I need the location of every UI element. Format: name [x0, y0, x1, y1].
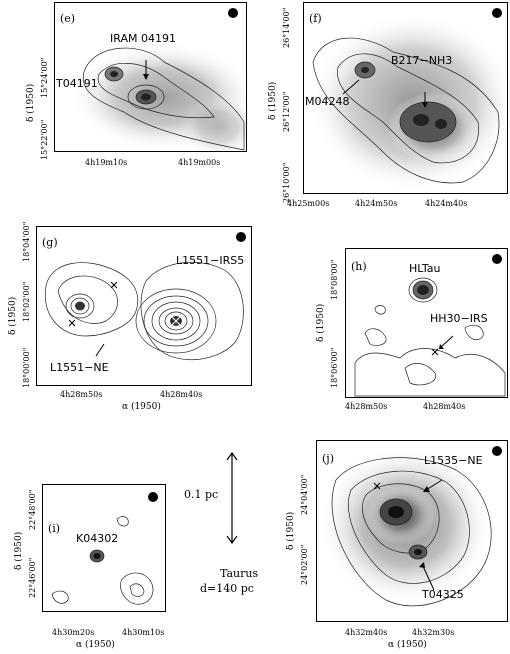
- xlabel-g: α (1950): [122, 402, 161, 412]
- ytick-f-3: 26°10'00": [282, 162, 291, 203]
- ytick-f-2: 26°12'00": [282, 91, 291, 132]
- panel-label-i: (i): [48, 522, 61, 535]
- contour-map-g: [36, 226, 252, 386]
- panel-i: (i) K04302: [42, 484, 166, 612]
- xtick-f-3: 4h24m40s: [425, 199, 468, 208]
- beam-icon-f: [492, 8, 502, 18]
- region-label: Taurus: [220, 567, 259, 580]
- panel-j: (j) L1535−NE T04325: [316, 440, 508, 622]
- source-label-l1551irs5: L1551−IRS5: [176, 254, 245, 267]
- panel-label-g: (g): [42, 236, 58, 249]
- distance-label: d=140 pc: [200, 582, 254, 595]
- ylabel-j: δ (1950): [286, 511, 296, 550]
- panel-label-f: (f): [309, 12, 322, 25]
- frame-j: [316, 440, 508, 622]
- xlabel-i: α (1950): [76, 640, 115, 650]
- source-label-hltau: HLTau: [409, 262, 441, 275]
- ytick-h-2: 18°06'00": [330, 347, 339, 388]
- beam-icon-i: [148, 492, 158, 502]
- source-label-m04248: M04248: [305, 95, 350, 108]
- xtick-f-1: 4h25m00s: [287, 199, 330, 208]
- contour-map-f: [303, 2, 508, 194]
- frame-h: [345, 248, 508, 398]
- ytick-j-1: 24°04'00": [300, 474, 309, 515]
- panel-label-j: (j): [322, 452, 334, 465]
- ytick-g-2: 18°02'00": [22, 281, 31, 322]
- panel-e: (e) IRAM 04191 T04191: [54, 2, 247, 152]
- panel-h: (h) HLTau HH30−IRS: [345, 248, 508, 398]
- xtick-i-2: 4h30m10s: [122, 628, 165, 637]
- beam-icon-h: [492, 254, 502, 264]
- ytick-e-2: 15°22'00": [40, 119, 49, 160]
- xtick-h-2: 4h28m40s: [423, 402, 466, 411]
- xtick-i-1: 4h30m20s: [52, 628, 95, 637]
- frame-i: [42, 484, 166, 612]
- ytick-i-1: 22°48'00": [28, 489, 37, 530]
- contour-map-h: [345, 248, 508, 398]
- xtick-g-2: 4h28m40s: [160, 390, 203, 399]
- xtick-j-1: 4h32m40s: [345, 628, 388, 637]
- ytick-e-1: 15°24'00": [40, 57, 49, 98]
- ylabel-i: δ (1950): [14, 531, 24, 570]
- panel-f: (f) B217−NH3 M04248: [303, 2, 508, 194]
- frame-e: [54, 2, 247, 152]
- xtick-e-1: 4h19m10s: [85, 158, 128, 167]
- source-label-b217nh3: B217−NH3: [391, 54, 453, 67]
- ytick-j-2: 24°02'00": [300, 544, 309, 585]
- xtick-f-2: 4h24m50s: [355, 199, 398, 208]
- ytick-f-1: 26°14'00": [282, 7, 291, 48]
- xtick-j-2: 4h32m30s: [412, 628, 455, 637]
- source-label-k04302: K04302: [76, 532, 119, 545]
- ytick-g-1: 18°04'00": [22, 221, 31, 262]
- ylabel-g: δ (1950): [8, 296, 18, 335]
- contour-map-i: [42, 484, 166, 612]
- source-label-hh30irs: HH30−IRS: [430, 312, 488, 325]
- panel-label-h: (h): [351, 260, 367, 273]
- source-label-t04325: T04325: [422, 588, 464, 601]
- source-label-iram04191: IRAM 04191: [110, 32, 176, 45]
- ylabel-h: δ (1950): [316, 303, 326, 342]
- beam-icon-e: [228, 8, 238, 18]
- ytick-i-2: 22°46'00": [28, 557, 37, 598]
- source-label-t04191: T04191: [56, 77, 98, 90]
- panel-g: (g) L1551−IRS5 L1551−NE: [36, 226, 252, 386]
- source-label-l1535ne: L1535−NE: [424, 454, 483, 467]
- ylabel-f: δ (1950): [268, 81, 278, 120]
- ytick-g-3: 18°00'00": [22, 347, 31, 388]
- xlabel-j: α (1950): [388, 640, 427, 650]
- scale-label: 0.1 pc: [184, 488, 219, 501]
- xtick-g-1: 4h28m50s: [60, 390, 103, 399]
- contour-map-e: [54, 2, 247, 152]
- ytick-h-1: 18°08'00": [330, 259, 339, 300]
- frame-f: [303, 2, 508, 194]
- source-label-l1551ne: L1551−NE: [50, 361, 109, 374]
- xtick-h-1: 4h28m50s: [345, 402, 388, 411]
- beam-icon-g: [236, 232, 246, 242]
- frame-g: [36, 226, 252, 386]
- xtick-e-2: 4h19m00s: [178, 158, 221, 167]
- contour-map-j: [316, 440, 508, 622]
- panel-label-e: (e): [60, 12, 76, 25]
- ylabel-e: δ (1950): [26, 83, 36, 122]
- beam-icon-j: [492, 446, 502, 456]
- scale-bar: [226, 451, 238, 545]
